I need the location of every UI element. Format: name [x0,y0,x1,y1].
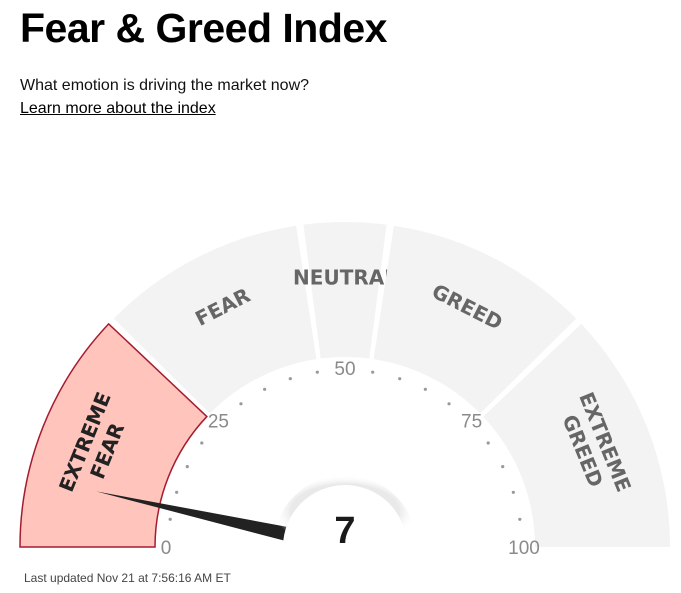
gauge-scale-dot [511,490,515,494]
page-subtitle: What emotion is driving the market now? [20,77,310,94]
gauge-tick-label: 50 [334,359,355,380]
last-updated-text: Last updated Nov 21 at 7:56:16 AM ET [24,571,231,585]
gauge-segment-extreme-fear [19,322,208,548]
gauge-tick-label: 25 [208,411,229,432]
gauge-scale-dot [168,517,172,521]
gauge-scale-dot [200,441,204,445]
gauge-scale-dot [423,387,427,391]
gauge-segment-greed [373,225,577,414]
gauge-value: 7 [334,510,355,552]
gauge-segment-fear [113,225,317,414]
page-title: Fear & Greed Index [20,5,387,51]
learn-more-link[interactable]: Learn more about the index [20,100,216,117]
gauge-needle [96,491,287,541]
gauge-segment-extreme-greed [483,323,670,547]
gauge-scale-dot [518,517,522,521]
gauge-scale-dot [371,370,375,374]
gauge-label-neutral: NEUTRAL [293,266,397,290]
gauge-scale-dot [175,490,179,494]
gauge-tick-label: 100 [508,538,540,559]
gauge-scale-dot [447,402,451,406]
gauge-scale-dot [315,370,319,374]
gauge-scale-dot [501,465,505,469]
gauge-scale-dot [263,387,267,391]
gauge-segment-neutral [303,221,387,359]
gauge-tick-label: 75 [461,411,482,432]
gauge-tick-label: 0 [161,538,172,559]
gauge-center-hub [283,485,407,547]
gauge-scale-dot [185,465,189,469]
gauge-scale-dot [288,377,292,381]
gauge-label-line: NEUTRAL [293,266,397,290]
gauge-scale-dot [239,402,243,406]
gauge-scale-dot [398,377,402,381]
gauge-scale-dot [486,441,490,445]
